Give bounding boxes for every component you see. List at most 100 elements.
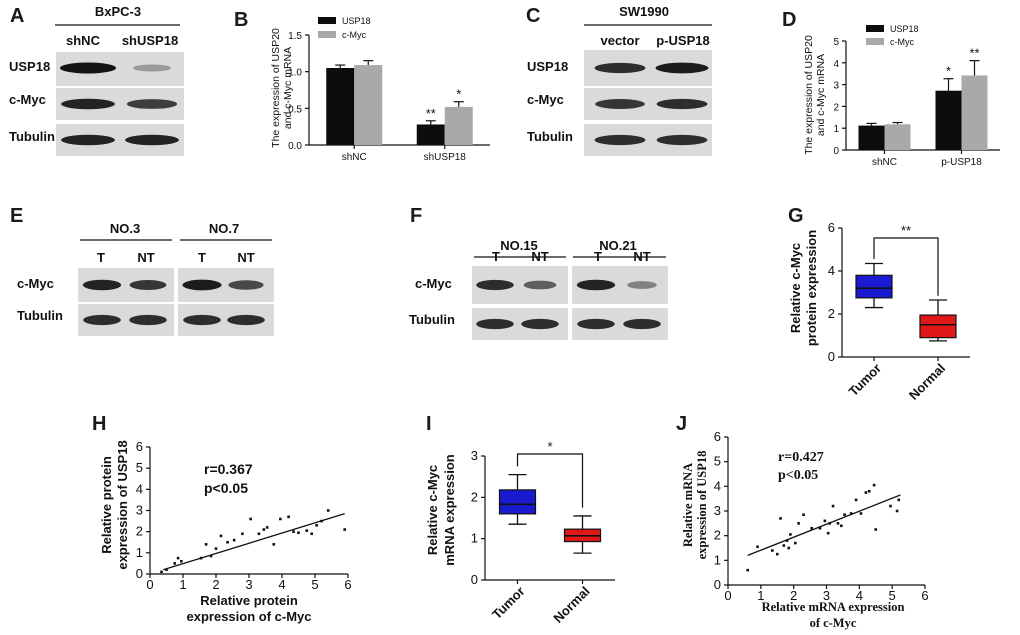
chart-h-ylabel-line-2: expression of USP18 [115, 440, 130, 569]
blot-c-band-3-1 [594, 134, 646, 146]
chart-b-y-tick-label: 1.5 [288, 31, 302, 42]
chart-b-sig-0-1: ** [426, 106, 436, 121]
chart-h-y-tick-label: 6 [136, 439, 143, 454]
blot-c-row-label-3: Tubulin [527, 129, 573, 144]
chart-h-point-20 [287, 515, 290, 519]
chart-j-annotation-p: p<0.05 [778, 468, 818, 483]
panel-label-f: F [410, 205, 422, 227]
chart-h-point-21 [292, 530, 295, 533]
chart-d-legend-swatch-usp18 [866, 25, 884, 32]
chart-b-legend-swatch-cmyc [318, 31, 336, 38]
chart-j-point-10 [794, 541, 797, 545]
panel-label-h: H [92, 413, 106, 435]
chart-j-point-6 [782, 544, 786, 547]
chart-j-ylabel-line-1: Relative mRNA [681, 463, 695, 547]
chart-g-sig-marker: ** [901, 223, 911, 238]
chart-d-legend-usp18: USP18 [890, 24, 919, 34]
chart-h-point-27 [326, 509, 330, 512]
blot-a-title: BxPC-3 [95, 4, 141, 19]
chart-b-bar-usp18-shusp18 [416, 124, 445, 145]
chart-i-y-tick-label: 1 [471, 531, 478, 546]
chart-h-point-24 [310, 532, 313, 536]
chart-h-point-15 [257, 532, 261, 536]
chart-g-y-tick-label: 4 [828, 263, 835, 278]
chart-h-point-4 [176, 556, 180, 560]
chart-h-point-13 [241, 532, 244, 536]
chart-g-x-tick-label: Tumor [846, 361, 885, 400]
chart-i-box-tumor [498, 489, 537, 515]
chart-j-y-tick-label: 4 [714, 478, 721, 493]
chart-i-sig-bracket [516, 453, 584, 508]
blot-a-band-3-1 [61, 134, 115, 146]
chart-h-point-16 [262, 528, 266, 531]
chart-j-point-1 [746, 568, 749, 572]
chart-d-ylabel-line-2: and c-Myc mRNA [815, 54, 827, 136]
chart-j-y-tick-label: 5 [714, 454, 721, 469]
chart-d-y-tick-label: 5 [833, 37, 839, 48]
blot-f-band-1-1 [476, 279, 514, 291]
chart-h-ylabel-line-1: Relative protein [99, 456, 114, 554]
chart-j: 0 1 2 3 4 5 6 0 1 2 3 4 5 6 r=0.427 p<0.05 Relative m… [681, 429, 929, 630]
chart-j-xlabel-line-1: Relative mRNA expression [762, 600, 905, 614]
chart-i-y-tick-label: 2 [471, 489, 478, 504]
chart-j-x-tick-label: 4 [856, 588, 863, 603]
chart-d-sig-0-1: * [946, 64, 951, 79]
chart-j-y-tick-label: 1 [714, 552, 721, 567]
chart-h-point-14 [249, 517, 252, 521]
blot-a-band-1-2 [132, 64, 172, 72]
chart-j-point-12 [802, 513, 805, 516]
chart-h-y-tick-label: 3 [136, 503, 143, 518]
chart-j-point-19 [836, 522, 840, 525]
chart-h-point-28 [343, 528, 346, 531]
chart-h-xlabel-line-2: expression of c-Myc [187, 609, 312, 624]
chart-b-bar-usp18-shnc [326, 68, 355, 145]
chart-h-fit-line [163, 513, 345, 571]
chart-i-ylabel-line-1: Relative c-Myc [425, 465, 440, 555]
chart-g-box-normal [919, 314, 957, 339]
chart-d-legend-swatch-cmyc [866, 38, 884, 45]
chart-b-y-tick-label: 1.0 [288, 68, 302, 79]
chart-b-ylabel-line-2: and c-Myc mRNA [282, 47, 294, 129]
chart-d-legend-cmyc: c-Myc [890, 37, 914, 47]
blot-a-row-label-2: c-Myc [9, 92, 46, 107]
chart-i-sig-marker: * [547, 439, 552, 454]
blot-a-row-label-3: Tubulin [9, 129, 55, 144]
chart-j-point-8 [787, 546, 791, 550]
chart-j-point-21 [843, 513, 846, 516]
panel-label-c: C [526, 5, 540, 27]
blot-a-lane-2: shUSP18 [122, 33, 178, 48]
blot-e-row-label-2: Tubulin [17, 308, 63, 323]
chart-h-annotation-r: r=0.367 [204, 461, 253, 477]
chart-d-y-tick-label: 1 [833, 124, 839, 135]
chart-b-legend-usp18: USP18 [342, 16, 371, 26]
blot-a-band-1-1 [60, 62, 116, 74]
chart-h-point-3 [173, 562, 177, 565]
panel-label-e: E [10, 205, 23, 227]
chart-j-point-30 [895, 509, 899, 513]
chart-d-bar-cmyc-pusp18 [961, 75, 988, 150]
chart-j-x-tick-label: 6 [921, 588, 928, 603]
chart-b-x-tick-label: shUSP18 [424, 152, 467, 163]
chart-b-legend-cmyc: c-Myc [342, 30, 366, 40]
blot-f-row-label-1: c-Myc [415, 276, 452, 291]
chart-h-point-9 [214, 547, 218, 550]
chart-h-point-8 [209, 554, 213, 558]
blot-f: NO.15 NO.21 T NT T NT c-Myc Tubulin [409, 238, 668, 340]
blot-e-band-1-3 [182, 279, 222, 291]
chart-j-point-15 [823, 519, 827, 523]
chart-h-y-tick-label: 4 [136, 481, 143, 496]
chart-j-point-14 [818, 526, 822, 530]
chart-h-point-10 [219, 534, 223, 538]
chart-h-point-12 [232, 538, 236, 542]
chart-h-y-tick-label: 5 [136, 460, 143, 475]
chart-j-point-16 [826, 531, 830, 535]
blot-c-lane-2: p-USP18 [656, 33, 709, 48]
chart-j-x-tick-label: 0 [724, 588, 731, 603]
chart-j-point-27 [872, 483, 876, 487]
chart-g-ylabel-line-1: Relative c-Myc [788, 243, 803, 333]
chart-h-point-25 [315, 524, 318, 527]
panel-label-d: D [782, 9, 796, 31]
chart-j-point-2 [756, 545, 759, 549]
chart-i-x-tick-label: Normal [550, 584, 592, 626]
chart-d-x-tick-label: p-USP18 [941, 157, 982, 168]
